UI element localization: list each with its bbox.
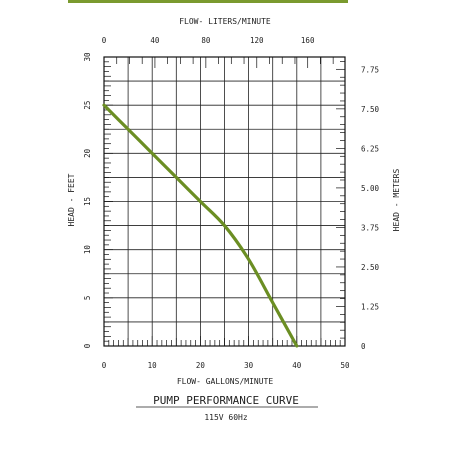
y-tick-label: 10 (83, 245, 92, 255)
tick-marks (103, 56, 346, 347)
y2-tick-label: 0 (361, 342, 366, 351)
x-tick-label: 30 (244, 361, 254, 370)
y2-tick-label: 2.50 (361, 263, 380, 272)
y2-tick-label: 5.00 (361, 184, 380, 193)
y2-tick-label: 1.25 (361, 302, 379, 311)
y-tick-label: 0 (83, 343, 92, 348)
y-tick-label: 15 (83, 197, 92, 206)
top-axis-label: FLOW- LITERS/MINUTE (179, 17, 271, 26)
plot-frame (103, 56, 346, 347)
tick-labels: 0 10 20 30 40 50 0 5 10 15 20 25 30 0 40 80 120 160 0 1.25 2… (83, 36, 380, 370)
x2-tick-label: 80 (201, 36, 211, 45)
x-tick-label: 40 (292, 361, 302, 370)
y2-tick-label: 6.25 (361, 144, 379, 153)
x2-tick-label: 0 (102, 36, 107, 45)
x2-tick-label: 120 (250, 36, 264, 45)
y2-tick-label: 7.50 (361, 105, 380, 114)
x2-tick-label: 160 (301, 36, 315, 45)
performance-curve-line (102, 103, 299, 348)
grid (104, 57, 345, 346)
y2-tick-label: 7.75 (361, 65, 379, 74)
x2-tick-label: 40 (150, 36, 160, 45)
x-tick-label: 10 (148, 361, 158, 370)
chart-title: PUMP PERFORMANCE CURVE (153, 394, 299, 407)
x-tick-label: 50 (340, 361, 350, 370)
y-tick-label: 20 (83, 148, 92, 158)
bottom-axis-label: FLOW- GALLONS/MINUTE (177, 377, 274, 386)
right-axis-label: HEAD - METERS (392, 169, 401, 232)
y2-tick-label: 3.75 (361, 223, 379, 232)
top-accent-bar (68, 0, 348, 3)
y-tick-label: 30 (83, 52, 92, 62)
y-tick-label: 5 (83, 296, 92, 301)
x-tick-label: 20 (196, 361, 206, 370)
y-tick-label: 25 (83, 101, 92, 110)
left-axis-label: HEAD - FEET (67, 173, 76, 226)
chart-subtitle: 115V 60Hz (204, 413, 248, 422)
x-tick-label: 0 (102, 361, 107, 370)
